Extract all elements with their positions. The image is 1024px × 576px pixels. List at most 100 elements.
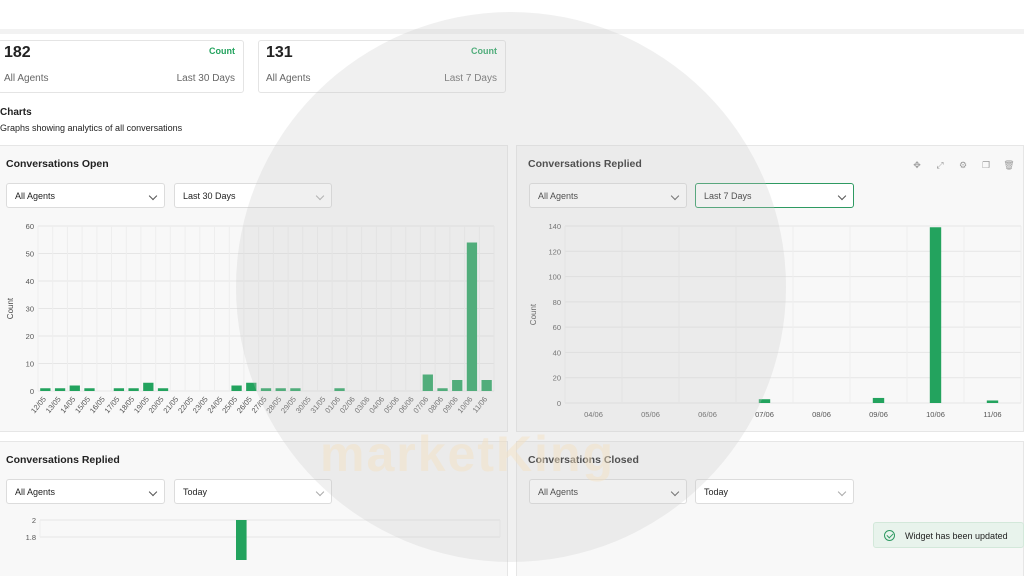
stat-card-7-days: 131 Count All Agents Last 7 Days xyxy=(258,40,506,93)
toast-message: Widget has been updated xyxy=(905,531,1008,541)
stat-card-30-days: 182 Count All Agents Last 30 Days xyxy=(0,40,244,93)
bar xyxy=(275,388,286,391)
bar xyxy=(872,397,885,403)
x-tick-label: 06/06 xyxy=(397,395,416,415)
y-tick-label: 50 xyxy=(26,250,34,259)
copy-icon[interactable]: ❐ xyxy=(981,160,991,170)
x-tick-label: 04/06 xyxy=(367,395,386,415)
chevron-down-icon xyxy=(837,487,847,497)
gear-icon[interactable]: ⚙ xyxy=(958,160,968,170)
x-tick-label: 22/05 xyxy=(176,395,195,415)
chevron-down-icon xyxy=(315,487,325,497)
x-tick-label: 19/05 xyxy=(132,395,151,415)
chevron-down-icon xyxy=(148,191,158,201)
x-tick-label: 05/06 xyxy=(382,395,401,415)
stat-agents: All Agents xyxy=(266,73,311,84)
x-tick-label: 03/06 xyxy=(353,395,372,415)
x-tick-label: 20/05 xyxy=(147,395,166,415)
x-tick-label: 18/05 xyxy=(117,395,136,415)
x-tick-label: 31/05 xyxy=(308,395,327,415)
bar xyxy=(236,520,247,560)
y-tick-label: 0 xyxy=(557,399,561,408)
bar xyxy=(452,380,463,391)
range-select[interactable]: Today xyxy=(174,479,332,504)
x-tick-label: 14/05 xyxy=(58,395,77,415)
x-tick-label: 05/06 xyxy=(641,410,660,419)
y-axis-label: Count xyxy=(6,297,15,319)
move-icon[interactable]: ✥ xyxy=(913,160,921,170)
stat-count-label: Count xyxy=(471,46,497,56)
agents-select-value: All Agents xyxy=(15,487,56,497)
range-select-value: Today xyxy=(183,487,208,497)
stat-count-label: Count xyxy=(209,46,235,56)
y-tick-label: 80 xyxy=(553,298,561,307)
bar xyxy=(290,388,301,391)
bar xyxy=(986,400,999,403)
agents-select[interactable]: All Agents xyxy=(6,479,165,504)
y-tick-label: 60 xyxy=(553,323,561,332)
x-tick-label: 16/05 xyxy=(88,395,107,415)
trash-icon[interactable]: 🗑 xyxy=(1003,160,1015,170)
widget-title: Conversations Open xyxy=(6,158,109,170)
range-select-value: Today xyxy=(704,487,729,497)
y-tick-label: 20 xyxy=(26,332,34,341)
x-tick-label: 27/05 xyxy=(250,395,269,415)
stat-range: Last 7 Days xyxy=(444,73,497,84)
bar xyxy=(128,388,139,391)
y-tick-label: 10 xyxy=(26,360,34,369)
range-select[interactable]: Today xyxy=(695,479,854,504)
section-subtitle: Graphs showing analytics of all conversa… xyxy=(0,123,183,133)
stat-agents: All Agents xyxy=(4,73,49,84)
top-divider xyxy=(0,29,1024,34)
x-tick-label: 11/06 xyxy=(471,395,490,415)
widget-conversations-replied-today[interactable]: Conversations Replied All Agents Today 1… xyxy=(0,441,508,576)
widget-conversations-closed[interactable]: Conversations Closed All Agents Today xyxy=(516,441,1024,576)
chevron-down-icon xyxy=(148,487,158,497)
agents-select[interactable]: All Agents xyxy=(529,479,687,504)
widget-conversations-replied[interactable]: Conversations Replied ✥ ⤢ ⚙ ❐ 🗑 All Agen… xyxy=(516,145,1024,432)
agents-select-value: All Agents xyxy=(538,487,579,497)
x-tick-label: 24/05 xyxy=(206,395,225,415)
stat-value: 182 xyxy=(4,44,31,61)
chevron-down-icon xyxy=(670,487,680,497)
x-tick-label: 23/05 xyxy=(191,395,210,415)
range-select[interactable]: Last 30 Days xyxy=(174,183,332,208)
y-tick-label: 20 xyxy=(553,374,561,383)
range-select-value: Last 7 Days xyxy=(704,191,752,201)
bar xyxy=(157,388,169,391)
bar xyxy=(246,382,257,391)
x-tick-label: 26/05 xyxy=(235,395,254,415)
bar-chart-conversations-open: 0 10 20 30 40 50 60 12/0513/0514/0515/0516/0517… xyxy=(6,222,495,415)
bar xyxy=(54,388,66,391)
chevron-down-icon xyxy=(670,191,680,201)
x-tick-label: 04/06 xyxy=(584,410,603,419)
widget-title: Conversations Replied xyxy=(528,158,642,170)
stat-value: 131 xyxy=(266,44,293,61)
x-tick-label: 28/05 xyxy=(264,395,283,415)
expand-icon[interactable]: ⤢ xyxy=(936,160,944,170)
x-tick-label: 07/06 xyxy=(411,395,430,415)
x-tick-label: 21/05 xyxy=(161,395,180,415)
range-select[interactable]: Last 7 Days xyxy=(695,183,854,208)
widget-conversations-open[interactable]: Conversations Open All Agents Last 30 Da… xyxy=(0,145,508,432)
agents-select-value: All Agents xyxy=(538,191,579,201)
toast-notification[interactable]: Widget has been updated xyxy=(873,522,1024,548)
x-tick-label: 09/06 xyxy=(441,395,460,415)
widget-toolbar: ✥ ⤢ ⚙ ❐ 🗑 xyxy=(911,160,1015,170)
chevron-down-icon xyxy=(315,191,325,201)
x-tick-label: 15/05 xyxy=(73,395,92,415)
bar xyxy=(929,227,942,403)
widget-title: Conversations Closed xyxy=(528,454,639,466)
agents-select[interactable]: All Agents xyxy=(6,183,165,208)
y-tick-label: 2 xyxy=(32,516,36,525)
x-tick-label: 12/05 xyxy=(29,395,48,415)
bar xyxy=(422,374,433,391)
section-title: Charts xyxy=(0,107,32,118)
agents-select[interactable]: All Agents xyxy=(529,183,687,208)
bar xyxy=(69,385,80,391)
check-circle-icon xyxy=(884,530,895,541)
bar xyxy=(437,388,448,391)
x-tick-label: 10/06 xyxy=(456,395,475,415)
x-tick-label: 10/06 xyxy=(926,410,945,419)
y-tick-label: 0 xyxy=(30,387,34,396)
